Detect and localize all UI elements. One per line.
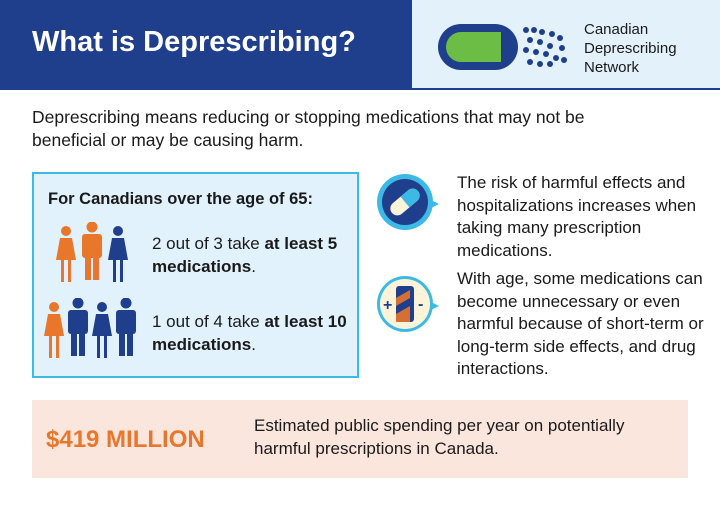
- page-title: What is Deprescribing?: [32, 26, 356, 58]
- spending-amount: $419 MILLION: [46, 426, 205, 453]
- people-group-2-of-3-icon: [56, 222, 128, 282]
- stat-bold: at least 5 medications: [152, 234, 338, 276]
- stat-suffix: .: [251, 257, 256, 276]
- medication-plus-minus-icon: + -: [377, 276, 439, 332]
- logo-line: Canadian: [584, 21, 649, 38]
- svg-text:+: +: [383, 297, 392, 314]
- stats-heading: For Canadians over the age of 65:: [48, 190, 313, 208]
- stat-five-meds: 2 out of 3 take at least 5 medications.: [152, 232, 357, 278]
- stat-prefix: 1 out of 4 take: [152, 312, 265, 331]
- logo-line: Network: [584, 59, 640, 76]
- spending-band: $419 MILLION Estimated public spending p…: [32, 400, 688, 478]
- logo: Canadian Deprescribing Network: [410, 0, 720, 90]
- logo-text: Canadian Deprescribing Network: [584, 20, 677, 77]
- fact-age-side-effects: With age, some medications can become un…: [457, 269, 704, 378]
- logo-line: Deprescribing: [584, 40, 677, 57]
- stat-prefix: 2 out of 3 take: [152, 234, 265, 253]
- spending-description: Estimated public spending per year on po…: [254, 416, 625, 458]
- people-group-1-of-4-icon: [44, 298, 136, 358]
- pill-logo-icon: [438, 24, 567, 70]
- intro-text: Deprescribing means reducing or stopping…: [32, 107, 585, 150]
- stat-bold: at least 10 medications: [152, 312, 347, 354]
- fact-polypharmacy-risk: The risk of harmful effects and hospital…: [457, 173, 697, 260]
- stat-ten-meds: 1 out of 4 take at least 10 medications.: [152, 310, 357, 356]
- pill-capsule-icon: [377, 174, 439, 230]
- stats-box: For Canadians over the age of 65: 2 out …: [32, 172, 359, 378]
- header-banner: What is Deprescribing?: [0, 0, 410, 90]
- svg-text:-: -: [418, 296, 423, 313]
- stat-suffix: .: [251, 335, 256, 354]
